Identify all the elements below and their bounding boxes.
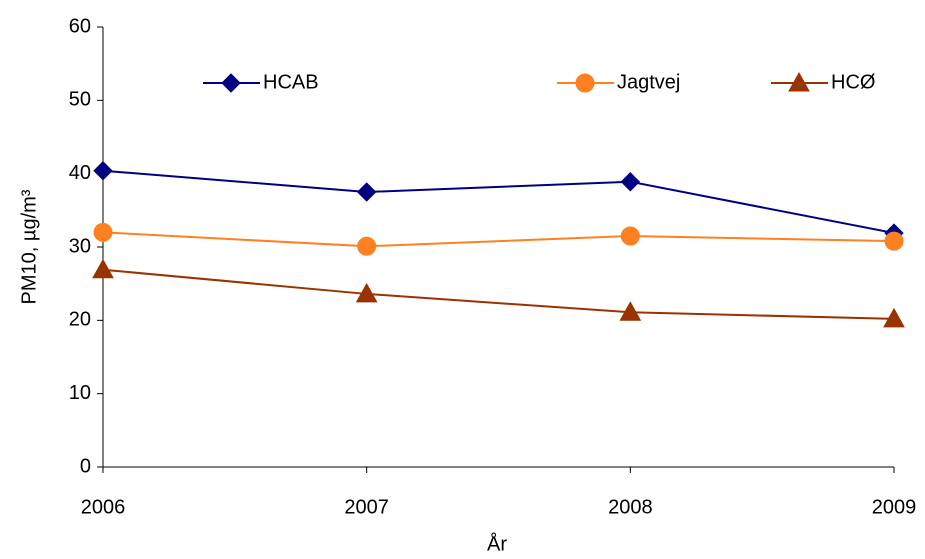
y-tick-label: 30	[69, 235, 91, 257]
data-point	[93, 222, 113, 242]
x-tick-label: 2008	[608, 496, 653, 518]
data-point	[884, 231, 904, 251]
data-point	[620, 172, 641, 192]
data-point	[356, 182, 377, 202]
y-tick-label: 20	[69, 309, 91, 331]
legend-marker	[221, 73, 241, 93]
data-point	[357, 236, 377, 256]
data-point	[93, 161, 113, 181]
x-tick-label: 2006	[81, 496, 126, 518]
legend-label: HCAB	[263, 71, 319, 93]
x-tick-label: 2007	[344, 496, 389, 518]
legend-label: Jagtvej	[617, 71, 680, 93]
y-tick-label: 0	[80, 455, 91, 477]
y-tick-label: 60	[69, 15, 91, 37]
series-line	[102, 169, 895, 235]
data-point	[620, 226, 640, 246]
data-point	[883, 307, 905, 328]
legend-label: HCØ	[831, 71, 875, 93]
series-line	[102, 231, 895, 248]
y-axis-title: PM10, µg/m³	[18, 189, 40, 304]
data-point	[92, 258, 114, 279]
legend-marker	[788, 71, 810, 92]
data-point	[355, 282, 378, 303]
x-axis-title: År	[487, 532, 507, 555]
series-line	[102, 268, 895, 320]
data-point	[619, 301, 642, 321]
y-tick-label: 50	[69, 89, 91, 111]
y-tick-label: 10	[69, 382, 91, 404]
x-tick-label: 2009	[872, 496, 917, 518]
legend-marker	[575, 73, 595, 93]
y-tick-label: 40	[69, 162, 91, 184]
